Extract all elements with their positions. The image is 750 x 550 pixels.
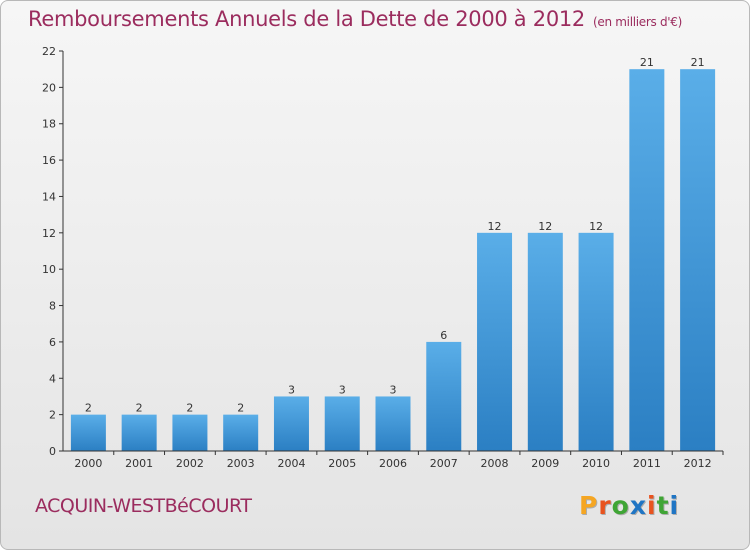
y-tick-label: 12 bbox=[42, 227, 56, 240]
x-tick-label: 2012 bbox=[684, 457, 712, 470]
bar bbox=[70, 414, 106, 451]
proxiti-logo: Proxiti bbox=[579, 491, 679, 520]
x-tick-label: 2006 bbox=[379, 457, 407, 470]
data-label: 12 bbox=[538, 220, 552, 233]
data-label: 2 bbox=[237, 402, 244, 415]
data-label: 3 bbox=[339, 383, 346, 396]
y-tick-label: 10 bbox=[42, 263, 56, 276]
logo-letter: t bbox=[656, 491, 670, 520]
bar bbox=[324, 396, 360, 451]
logo-letter: r bbox=[598, 491, 612, 520]
logo-letter: i bbox=[647, 491, 657, 520]
bar bbox=[375, 396, 411, 451]
y-axis: 0 2 4 6 8 10 12 14 16 18 20 22 bbox=[42, 45, 64, 458]
bar bbox=[578, 232, 614, 451]
x-tick-label: 2001 bbox=[125, 457, 153, 470]
bar bbox=[121, 414, 157, 451]
data-label: 3 bbox=[390, 383, 397, 396]
logo-letter: i bbox=[669, 491, 680, 520]
y-tick-label: 22 bbox=[42, 45, 56, 58]
y-tick-label: 8 bbox=[49, 300, 56, 313]
bar bbox=[527, 232, 563, 451]
data-label: 2 bbox=[136, 402, 143, 415]
bar bbox=[223, 414, 259, 451]
x-tick-label: 2005 bbox=[328, 457, 356, 470]
y-tick-label: 18 bbox=[42, 118, 56, 131]
data-label: 6 bbox=[440, 329, 447, 342]
bar bbox=[477, 232, 513, 451]
x-tick-label: 2003 bbox=[227, 457, 255, 470]
bar bbox=[426, 341, 462, 451]
y-tick-label: 4 bbox=[49, 372, 56, 385]
title-text: Remboursements Annuels de la Dette de 20… bbox=[28, 7, 585, 31]
y-tick-label: 6 bbox=[49, 336, 56, 349]
y-tick-label: 16 bbox=[42, 154, 56, 167]
data-label: 12 bbox=[488, 220, 502, 233]
data-label: 21 bbox=[640, 56, 654, 69]
bar bbox=[680, 69, 716, 451]
x-tick-label: 2004 bbox=[277, 457, 305, 470]
commune-name: ACQUIN-WESTBéCOURT bbox=[35, 495, 252, 517]
y-tick-label: 0 bbox=[49, 445, 56, 458]
data-label: 2 bbox=[186, 402, 193, 415]
x-axis: 2000 2001 2002 2003 2004 2005 2006 2007 2008 2009… bbox=[63, 450, 724, 470]
y-tick-label: 20 bbox=[42, 81, 56, 94]
bar bbox=[172, 414, 208, 451]
data-label: 21 bbox=[691, 56, 705, 69]
unit-label: (en milliers d'€) bbox=[593, 15, 683, 29]
x-tick-label: 2010 bbox=[582, 457, 610, 470]
chart-title: Remboursements Annuels de la Dette de 20… bbox=[28, 7, 682, 31]
y-tick-label: 2 bbox=[49, 409, 56, 422]
data-label: 12 bbox=[589, 220, 603, 233]
logo-letter: x bbox=[629, 491, 647, 520]
x-tick-label: 2008 bbox=[481, 457, 509, 470]
data-label: 3 bbox=[288, 383, 295, 396]
bar bbox=[629, 69, 665, 451]
x-tick-label: 2011 bbox=[633, 457, 661, 470]
logo-letter: P bbox=[579, 491, 599, 520]
data-label: 2 bbox=[85, 402, 92, 415]
x-tick-label: 2009 bbox=[531, 457, 559, 470]
bars-group: 2 2 2 2 3 3 3 6 12 12 12 21 21 bbox=[70, 56, 716, 451]
logo-letter: o bbox=[611, 491, 630, 520]
x-tick-label: 2002 bbox=[176, 457, 204, 470]
x-tick-label: 2000 bbox=[74, 457, 102, 470]
x-tick-label: 2007 bbox=[430, 457, 458, 470]
bar bbox=[273, 396, 309, 451]
y-tick-label: 14 bbox=[42, 190, 56, 203]
